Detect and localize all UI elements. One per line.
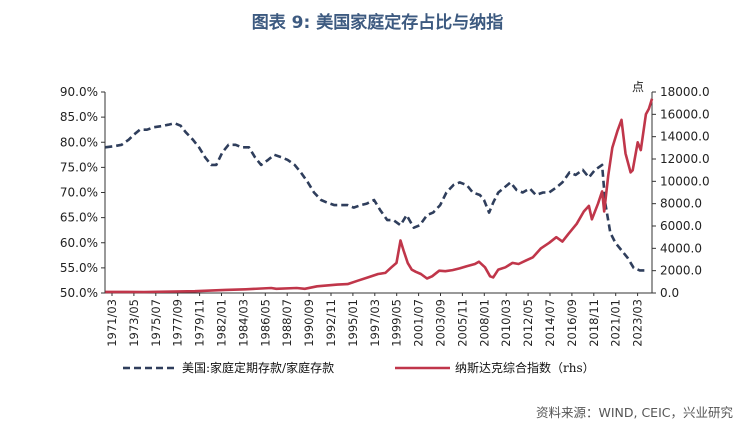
x-tick-label: 2021/01	[609, 299, 623, 347]
y-right-tick-label: 14000.0	[660, 130, 710, 144]
x-tick-label: 1986/05	[258, 299, 272, 347]
series-layer	[105, 98, 654, 294]
y-right-tick-label: 18000.0	[660, 85, 710, 99]
x-tick-label: 1984/03	[236, 299, 250, 347]
x-tick-label: 1975/07	[149, 299, 163, 347]
y-left-tick-label: 80.0%	[60, 135, 98, 149]
y-left-tick-label: 85.0%	[60, 110, 98, 124]
y-right-tick-label: 0.0	[660, 286, 679, 300]
x-tick-label: 2010/03	[499, 299, 513, 347]
x-tick-label: 2016/09	[565, 299, 579, 347]
x-tick-label: 1988/07	[280, 299, 294, 347]
x-tick-label: 2005/11	[455, 299, 469, 347]
source-note: 资料来源：WIND, CEIC，兴业研究	[535, 405, 733, 420]
x-tick-label: 2003/09	[434, 299, 448, 347]
y-right-tick-label: 6000.0	[660, 219, 702, 233]
y-left-tick-label: 65.0%	[60, 211, 98, 225]
x-tick-label: 2008/01	[477, 299, 491, 347]
x-tick-label: 2012/05	[521, 299, 535, 347]
y-right-tick-label: 10000.0	[660, 174, 710, 188]
legend-label-nasdaq: 纳斯达克综合指数（rhs）	[455, 360, 595, 375]
y-right-tick-label: 8000.0	[660, 197, 702, 211]
y-left-tick-label: 90.0%	[60, 85, 98, 99]
y-left-tick-label: 70.0%	[60, 186, 98, 200]
series-line-deposit-ratio	[105, 121, 646, 272]
y-left-tick-label: 75.0%	[60, 160, 98, 174]
y-right-tick-label: 16000.0	[660, 107, 710, 121]
y-left-tick-label: 50.0%	[60, 286, 98, 300]
x-tick-label: 1990/09	[302, 299, 316, 347]
x-tick-label: 1982/01	[215, 299, 229, 347]
x-tick-label: 1973/05	[127, 299, 141, 347]
y-right-unit: 点	[632, 80, 644, 94]
axes: 50.0% 55.0% 60.0% 65.0% 70.0% 75.0% 80.0% 85.0%…	[60, 80, 710, 347]
x-tick-label: 1999/05	[390, 299, 404, 347]
x-tick-label: 1977/09	[171, 299, 185, 347]
y-left-tick-label: 60.0%	[60, 236, 98, 250]
x-tick-label: 1992/11	[324, 299, 338, 347]
x-tick-label: 1995/01	[346, 299, 360, 347]
x-tick-label: 1971/03	[105, 299, 119, 347]
x-tick-label: 2014/07	[543, 299, 557, 347]
x-tick-label: 2023/03	[631, 299, 645, 347]
legend-label-deposit-ratio: 美国:家庭定期存款/家庭存款	[182, 360, 334, 375]
chart-title: 图表 9: 美国家庭定存占比与纳指	[251, 13, 504, 33]
x-tick-label: 1997/03	[368, 299, 382, 347]
series-line-nasdaq	[105, 98, 654, 294]
y-right-tick-label: 12000.0	[660, 152, 710, 166]
x-tick-label: 1979/11	[193, 299, 207, 347]
legend: 美国:家庭定期存款/家庭存款 纳斯达克综合指数（rhs）	[123, 360, 595, 375]
x-tick-label: 2018/11	[587, 299, 601, 347]
y-left-tick-label: 55.0%	[60, 261, 98, 275]
x-tick-label: 2001/07	[412, 299, 426, 347]
y-right-tick-label: 4000.0	[660, 241, 702, 255]
y-right-tick-label: 2000.0	[660, 264, 702, 278]
